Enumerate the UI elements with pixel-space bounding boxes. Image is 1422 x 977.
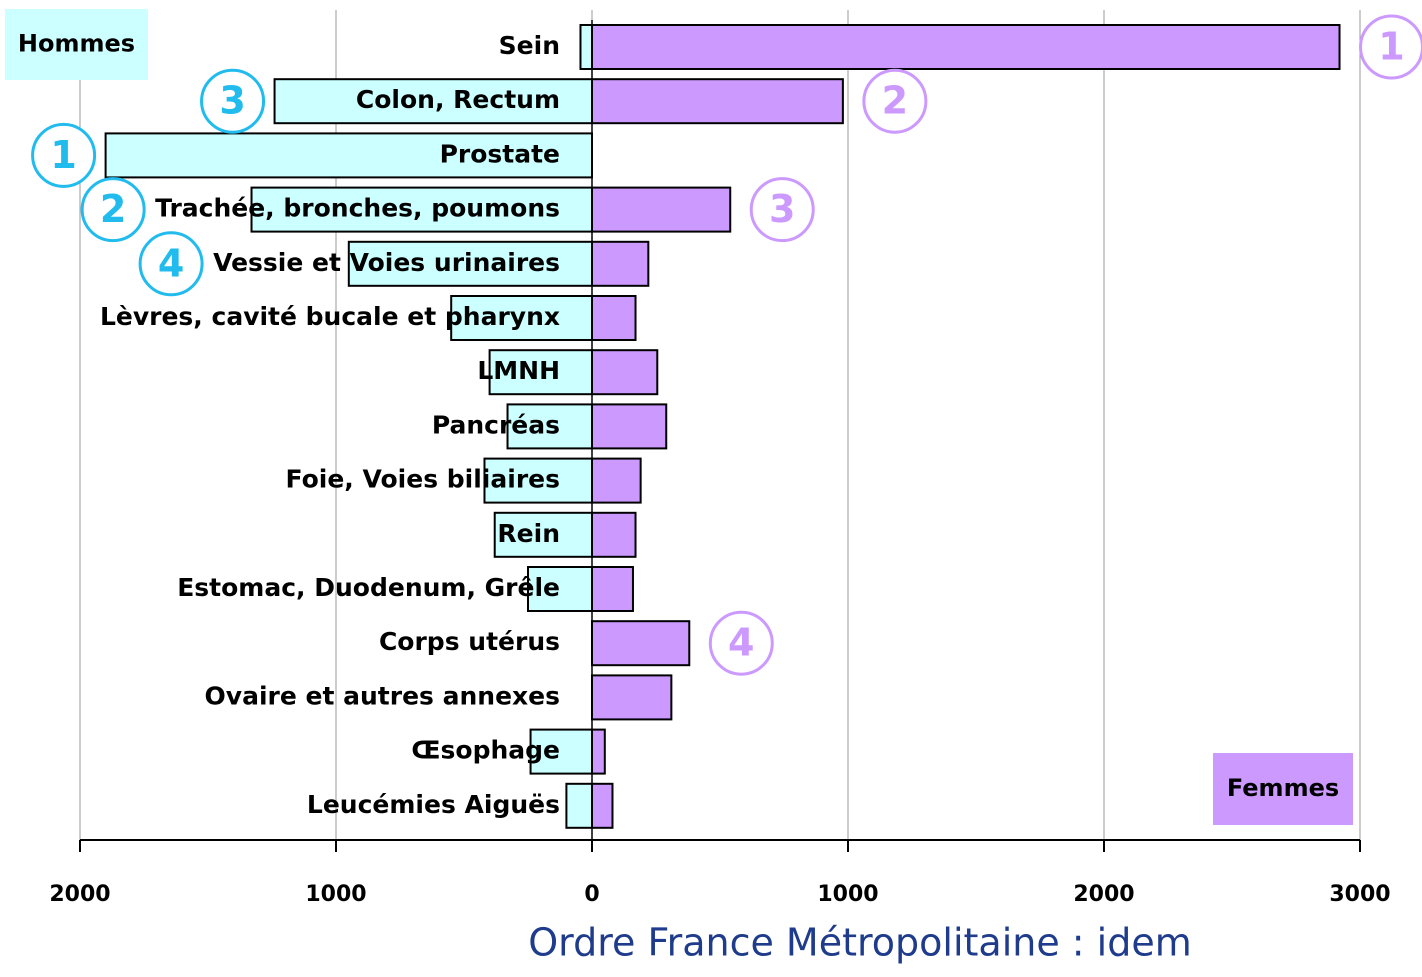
bar bbox=[591, 728, 606, 775]
rank-circle bbox=[200, 68, 266, 134]
rank-label: 1 bbox=[1378, 25, 1404, 69]
bar bbox=[591, 620, 691, 667]
rank-circle bbox=[80, 177, 146, 243]
bar bbox=[591, 457, 642, 504]
bar bbox=[104, 132, 593, 179]
bar bbox=[591, 78, 844, 125]
bar bbox=[591, 566, 634, 612]
legend-box bbox=[5, 9, 148, 80]
category-label: Pancréas bbox=[432, 410, 560, 439]
bar bbox=[591, 674, 673, 721]
x-tick-label: 2000 bbox=[49, 882, 110, 907]
category-label: Rein bbox=[497, 519, 560, 548]
category-label: Prostate bbox=[440, 139, 560, 168]
category-label: Leucémies Aiguës bbox=[307, 790, 560, 819]
category-label: Foie, Voies biliaires bbox=[286, 465, 560, 494]
x-tick-label: 0 bbox=[584, 882, 599, 907]
bar bbox=[579, 24, 593, 70]
category-label: Vessie et Voies urinaires bbox=[213, 248, 560, 277]
category-label: Ovaire et autres annexes bbox=[205, 681, 560, 710]
category-label: Sein bbox=[499, 31, 560, 60]
category-label: Estomac, Duodenum, Grêle bbox=[177, 573, 560, 602]
rank-circle bbox=[862, 68, 928, 134]
bar bbox=[506, 403, 593, 450]
category-label: Œsophage bbox=[411, 736, 560, 765]
category-label: Colon, Rectum bbox=[356, 85, 560, 114]
bar bbox=[488, 349, 594, 396]
rank-circle bbox=[1359, 14, 1422, 80]
rank-label: 4 bbox=[728, 621, 754, 665]
legend-box bbox=[1213, 753, 1353, 825]
bar bbox=[591, 240, 650, 287]
category-label: LMNH bbox=[477, 356, 560, 385]
x-tick-label: 3000 bbox=[1329, 882, 1390, 907]
rank-label: 2 bbox=[100, 187, 126, 231]
legend-label: Femmes bbox=[1227, 774, 1339, 802]
rank-label: 1 bbox=[50, 133, 76, 177]
x-tick-label: 2000 bbox=[1073, 882, 1134, 907]
bar bbox=[591, 403, 668, 450]
category-label: Lèvres, cavité bucale et pharynx bbox=[100, 302, 560, 331]
bar bbox=[529, 728, 593, 775]
rank-circle bbox=[708, 610, 774, 676]
x-tick-label: 1000 bbox=[817, 882, 878, 907]
legend-label: Hommes bbox=[18, 30, 135, 58]
bar bbox=[591, 349, 659, 396]
rank-circle bbox=[138, 231, 204, 297]
rank-label: 3 bbox=[219, 79, 245, 123]
caption: Ordre France Métropolitaine : idem bbox=[528, 921, 1192, 965]
bar bbox=[591, 24, 1341, 70]
bar bbox=[591, 295, 637, 341]
x-tick-label: 1000 bbox=[305, 882, 366, 907]
bar bbox=[483, 457, 594, 504]
bar bbox=[591, 186, 732, 233]
bar bbox=[591, 782, 614, 829]
bar bbox=[591, 511, 637, 558]
rank-label: 2 bbox=[882, 79, 908, 123]
rank-label: 4 bbox=[158, 241, 184, 285]
category-label: Corps utérus bbox=[379, 627, 560, 656]
category-label: Trachée, bronches, poumons bbox=[155, 194, 560, 223]
bar bbox=[565, 782, 594, 829]
rank-circle bbox=[31, 122, 97, 188]
rank-label: 3 bbox=[769, 187, 795, 231]
rank-circle bbox=[749, 177, 815, 243]
